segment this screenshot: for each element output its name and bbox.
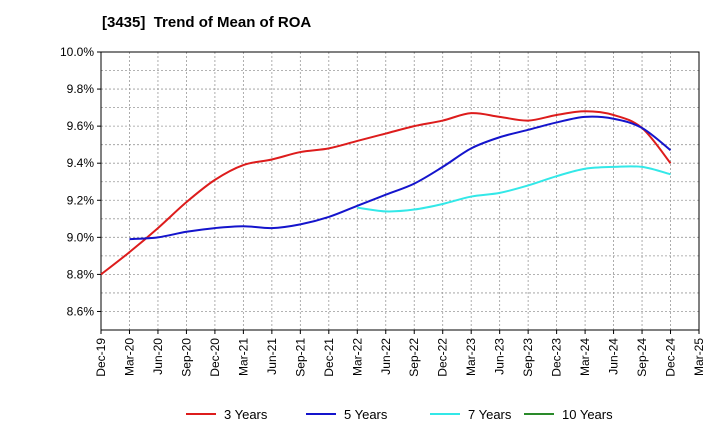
series-line-3-years xyxy=(100,110,672,276)
series-line-5-years xyxy=(129,115,672,241)
x-tick-label: Sep-24 xyxy=(635,338,649,377)
x-tick-label: Sep-20 xyxy=(179,338,193,377)
legend-label: 10 Years xyxy=(562,407,613,422)
x-tick-label: Dec-24 xyxy=(664,338,678,377)
x-tick-label: Jun-22 xyxy=(379,338,393,375)
x-tick-label: Mar-22 xyxy=(350,338,364,376)
y-tick-label: 9.6% xyxy=(67,119,95,133)
x-tick-label: Dec-21 xyxy=(322,338,336,377)
y-tick-label: 9.4% xyxy=(67,156,95,170)
plot-area xyxy=(100,51,700,331)
y-tick-label: 8.8% xyxy=(67,267,95,281)
x-tick-label: Sep-23 xyxy=(521,338,535,377)
x-tick-label: Dec-22 xyxy=(436,338,450,377)
x-tick-label: Sep-21 xyxy=(293,338,307,377)
x-tick-label: Jun-20 xyxy=(151,338,165,375)
x-tick-label: Mar-20 xyxy=(122,338,136,376)
legend-label: 7 Years xyxy=(468,407,512,422)
x-tick-label: Mar-25 xyxy=(692,338,706,376)
x-tick-label: Jun-24 xyxy=(607,338,621,375)
legend-label: 5 Years xyxy=(344,407,388,422)
x-tick-label: Jun-23 xyxy=(493,338,507,375)
x-tick-label: Jun-21 xyxy=(265,338,279,375)
y-tick-label: 9.0% xyxy=(67,230,95,244)
legend-label: 3 Years xyxy=(224,407,268,422)
x-tick-label: Mar-24 xyxy=(578,338,592,376)
y-tick-label: 9.8% xyxy=(67,82,95,96)
x-tick-label: Dec-20 xyxy=(208,338,222,377)
y-tick-label: 10.0% xyxy=(60,45,94,59)
y-tick-label: 9.2% xyxy=(67,193,95,207)
x-tick-label: Mar-21 xyxy=(236,338,250,376)
series-line-7-years xyxy=(357,165,671,213)
x-tick-label: Sep-22 xyxy=(407,338,421,377)
chart-title: [3435] Trend of Mean of ROA xyxy=(102,14,312,31)
plot-frame xyxy=(100,51,700,331)
x-tick-label: Dec-19 xyxy=(94,338,108,377)
x-tick-label: Mar-23 xyxy=(464,338,478,376)
y-tick-label: 8.6% xyxy=(67,304,95,318)
x-tick-label: Dec-23 xyxy=(550,338,564,377)
